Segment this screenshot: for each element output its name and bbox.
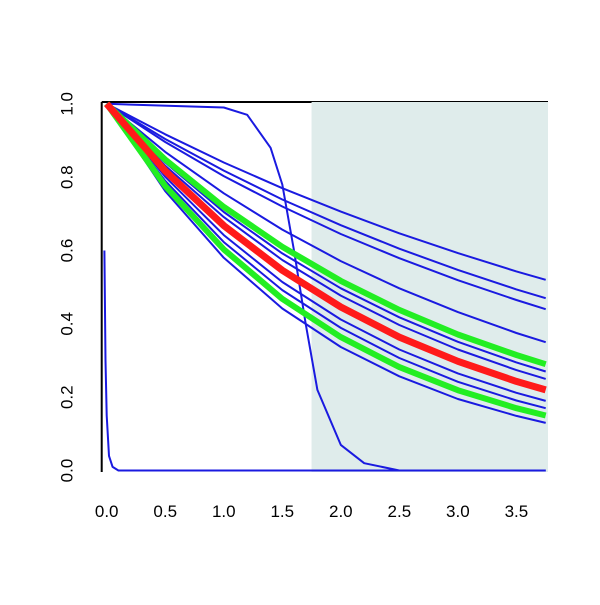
x-tick-label: 3.5 <box>505 502 529 521</box>
curve <box>106 102 546 311</box>
x-tick-label: 2.0 <box>329 502 353 521</box>
y-tick-label: 0.4 <box>57 312 76 336</box>
curve <box>104 101 547 368</box>
y-tick-label: 1.0 <box>57 92 76 116</box>
curve <box>105 103 546 402</box>
y-tick-label: 0.6 <box>57 239 76 263</box>
curve <box>103 250 546 472</box>
curve <box>104 102 547 419</box>
y-tick-label: 0.0 <box>57 459 76 483</box>
x-tick-label: 1.5 <box>270 502 294 521</box>
y-tick-label: 0.2 <box>57 385 76 409</box>
x-tick-label: 2.5 <box>388 502 412 521</box>
curve <box>104 101 547 394</box>
x-tick-label: 0.5 <box>153 502 177 521</box>
curve <box>105 103 546 410</box>
x-tick-label: 0.0 <box>95 502 119 521</box>
curve <box>106 103 546 344</box>
x-tick-label: 1.0 <box>212 502 236 521</box>
curve <box>106 102 546 281</box>
curve <box>105 103 546 424</box>
curve <box>105 103 546 380</box>
curve <box>106 102 546 472</box>
x-tick-label: 3.0 <box>446 502 470 521</box>
curve <box>106 102 546 300</box>
y-tick-label: 0.8 <box>57 165 76 189</box>
